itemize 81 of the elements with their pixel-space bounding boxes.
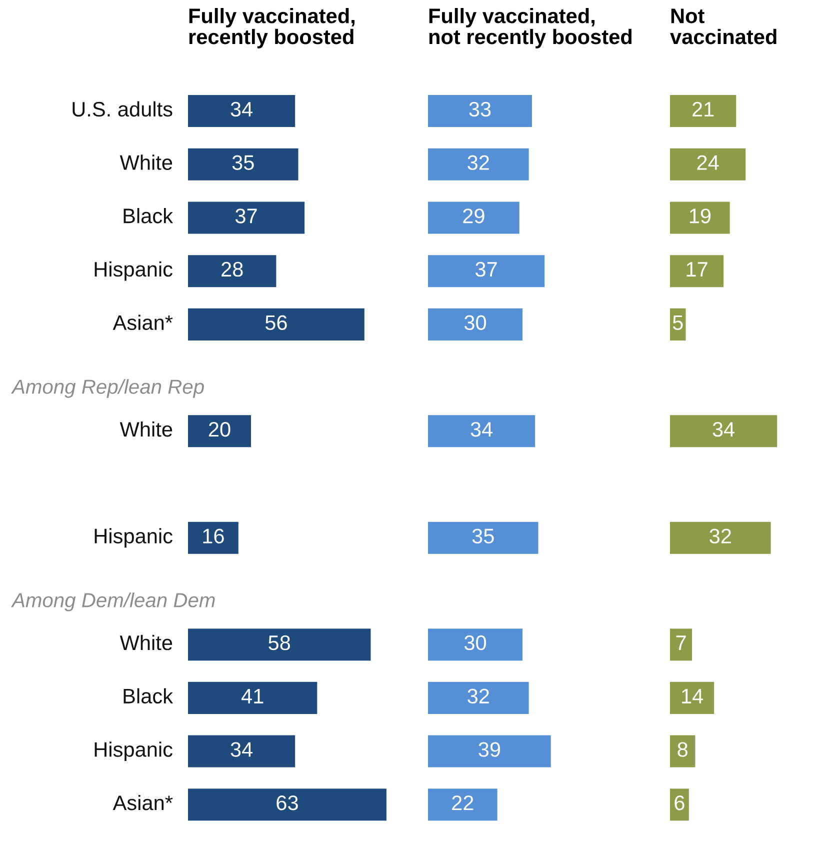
chart-title: Fully vaccinated, not recently boosted bbox=[429, 8, 632, 48]
data-label: 28 bbox=[222, 262, 243, 277]
bar bbox=[428, 202, 520, 234]
data-label: 20 bbox=[208, 422, 230, 437]
y-tick-label: White bbox=[120, 421, 172, 437]
bar bbox=[428, 415, 536, 448]
data-label: 29 bbox=[463, 208, 484, 224]
data-label: 56 bbox=[265, 315, 287, 330]
data-label: 21 bbox=[692, 102, 714, 116]
data-label: 63 bbox=[276, 795, 298, 810]
bar bbox=[428, 308, 522, 340]
bar bbox=[670, 202, 730, 234]
chart-title: Fully vaccinated, recently boosted bbox=[189, 8, 354, 48]
data-label: 16 bbox=[203, 528, 224, 544]
bar bbox=[188, 682, 318, 714]
y-tick-label: Hispanic bbox=[94, 261, 172, 281]
data-label: 32 bbox=[468, 155, 489, 170]
data-label: 32 bbox=[710, 528, 731, 544]
data-label: 30 bbox=[464, 315, 486, 330]
bar bbox=[670, 95, 736, 128]
bar bbox=[670, 682, 714, 714]
data-label: 5 bbox=[672, 315, 683, 330]
bar bbox=[670, 522, 771, 554]
chart-title: Not vaccinated bbox=[670, 8, 776, 44]
data-label: 34 bbox=[470, 422, 493, 437]
y-tick-label: Hispanic bbox=[94, 528, 172, 548]
bar bbox=[428, 628, 522, 661]
y-tick-label: Black bbox=[124, 208, 174, 224]
bar bbox=[188, 735, 296, 768]
data-label: 19 bbox=[690, 208, 711, 224]
data-label: 34 bbox=[230, 102, 253, 117]
bar bbox=[428, 95, 532, 128]
data-label: 35 bbox=[472, 528, 494, 544]
bar bbox=[188, 788, 386, 821]
bar bbox=[188, 255, 276, 288]
bar bbox=[188, 628, 371, 661]
data-label: 39 bbox=[478, 742, 500, 757]
data-label: 24 bbox=[697, 155, 719, 170]
y-tick-label: Hispanic bbox=[94, 742, 172, 762]
bar bbox=[428, 522, 538, 554]
data-label: 14 bbox=[682, 688, 704, 704]
data-label: 37 bbox=[475, 262, 497, 277]
bar bbox=[428, 255, 545, 288]
bar bbox=[188, 415, 251, 448]
data-label: 6 bbox=[674, 795, 684, 810]
y-tick-label: U.S. adults bbox=[72, 101, 172, 117]
bar bbox=[428, 735, 551, 768]
data-label: 32 bbox=[468, 688, 489, 704]
bar bbox=[188, 522, 238, 554]
y-tick-label: Asian* bbox=[112, 794, 173, 810]
data-label: 17 bbox=[686, 262, 708, 276]
data-label: 7 bbox=[676, 636, 686, 650]
bar bbox=[670, 735, 696, 768]
data-label: 30 bbox=[464, 635, 486, 650]
data-label: 22 bbox=[452, 795, 474, 810]
data-label: 41 bbox=[241, 688, 264, 704]
y-tick-label: White bbox=[120, 154, 172, 170]
bar bbox=[428, 788, 498, 821]
bar bbox=[670, 788, 689, 821]
bar bbox=[670, 255, 724, 288]
data-label: 33 bbox=[469, 102, 491, 117]
annotation: Among Dem/lean Dem bbox=[11, 592, 215, 612]
bar bbox=[428, 148, 529, 180]
annotation: Among Rep/lean Rep bbox=[11, 379, 204, 398]
y-tick-label: Black bbox=[124, 688, 174, 704]
bar bbox=[188, 308, 364, 340]
data-label: 58 bbox=[268, 635, 290, 650]
data-label: 8 bbox=[678, 742, 688, 757]
bar bbox=[670, 415, 778, 448]
bar bbox=[670, 148, 746, 180]
y-tick-label: White bbox=[120, 634, 172, 650]
bar bbox=[188, 148, 298, 180]
bar bbox=[188, 95, 296, 128]
data-label: 35 bbox=[232, 155, 254, 170]
bar bbox=[428, 682, 529, 714]
data-label: 34 bbox=[712, 422, 735, 437]
data-label: 37 bbox=[235, 208, 257, 224]
y-tick-label: Asian* bbox=[112, 314, 173, 330]
bar bbox=[188, 202, 305, 234]
bar bbox=[670, 628, 692, 661]
data-label: 34 bbox=[230, 742, 253, 757]
